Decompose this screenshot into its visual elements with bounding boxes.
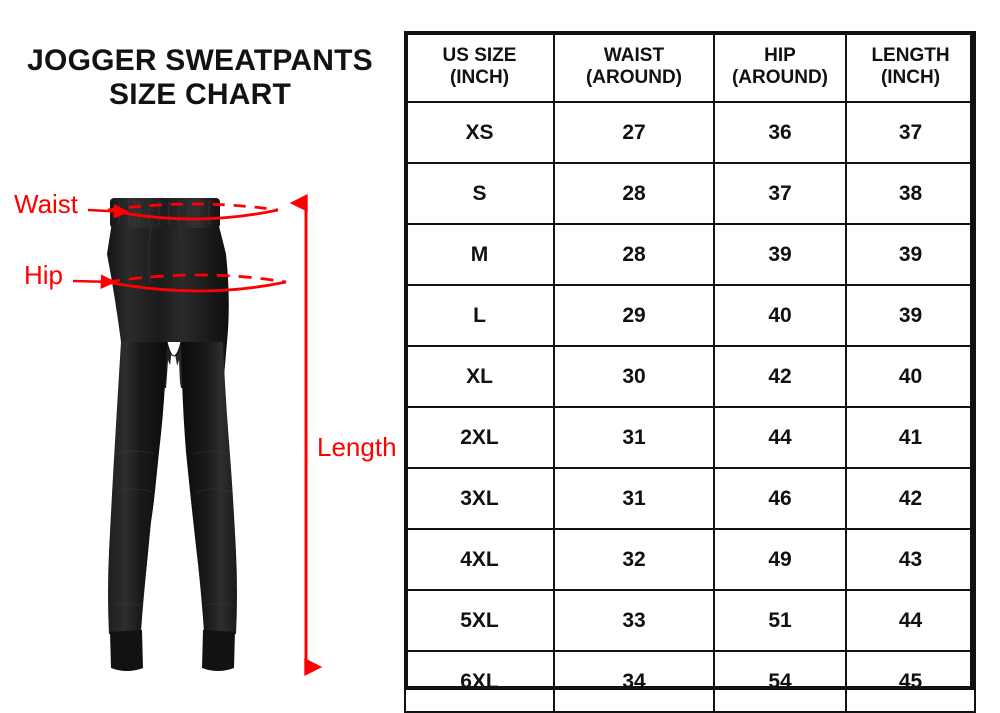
pants-left-leg <box>108 342 167 634</box>
hip-ellipse-front <box>106 280 287 293</box>
table-header-row: US SIZE (INCH) WAIST (AROUND) HIP (AROUN… <box>404 31 976 103</box>
column-header-us-size-line2: (INCH) <box>449 67 510 88</box>
table-row: L 29 40 39 <box>404 284 976 347</box>
cell-hip: 51 <box>713 589 847 652</box>
column-header-length-line2: (INCH) <box>880 67 941 88</box>
sweatpants-graphic <box>107 198 237 671</box>
cell-waist: 34 <box>553 650 715 713</box>
table-row: M 28 39 39 <box>404 223 976 286</box>
length-annotation-label: Length <box>317 432 397 462</box>
cell-length: 37 <box>845 101 976 164</box>
cell-hip: 49 <box>713 528 847 591</box>
table-row: 5XL 33 51 44 <box>404 589 976 652</box>
fabric-folds <box>112 450 235 607</box>
table-row: 3XL 31 46 42 <box>404 467 976 530</box>
length-measure-marker <box>289 194 323 676</box>
column-header-length-line1: LENGTH <box>871 44 950 66</box>
column-header-hip-line2: (AROUND) <box>731 67 829 88</box>
drawstring-left <box>147 225 153 285</box>
cell-size: 4XL <box>404 528 555 591</box>
column-header-us-size-line1: US SIZE <box>442 44 517 66</box>
cell-hip: 46 <box>713 467 847 530</box>
column-header-us-size: US SIZE (INCH) <box>404 31 555 103</box>
cell-hip: 39 <box>713 223 847 286</box>
column-header-length: LENGTH (INCH) <box>845 31 976 103</box>
cell-length: 45 <box>845 650 976 713</box>
column-header-hip: HIP (AROUND) <box>713 31 847 103</box>
waist-annotation-label: Waist <box>14 189 79 219</box>
waist-ellipse-front <box>107 208 279 221</box>
cell-length: 39 <box>845 223 976 286</box>
waist-ellipse-back <box>107 202 279 212</box>
column-header-waist-line1: WAIST <box>603 44 665 66</box>
column-header-hip-line1: HIP <box>764 44 796 66</box>
cell-size: 2XL <box>404 406 555 469</box>
hip-ellipse-back <box>106 273 287 284</box>
cell-waist: 29 <box>553 284 715 347</box>
cell-hip: 54 <box>713 650 847 713</box>
hip-measure-marker <box>72 273 287 293</box>
table-row: S 28 37 38 <box>404 162 976 225</box>
cell-waist: 31 <box>553 467 715 530</box>
cell-waist: 30 <box>553 345 715 408</box>
cell-waist: 33 <box>553 589 715 652</box>
hip-annotation-label: Hip <box>24 260 64 290</box>
pants-left-cuff <box>110 630 143 671</box>
cell-waist: 27 <box>553 101 715 164</box>
table-header: US SIZE (INCH) WAIST (AROUND) HIP (AROUN… <box>404 31 976 103</box>
inner-leg-gap <box>142 360 203 630</box>
cell-waist: 28 <box>553 223 715 286</box>
page-title: JOGGER SWEATPANTS SIZE CHART <box>0 44 400 112</box>
cell-hip: 37 <box>713 162 847 225</box>
cell-length: 42 <box>845 467 976 530</box>
cell-size: M <box>404 223 555 286</box>
cell-length: 38 <box>845 162 976 225</box>
cell-size: 5XL <box>404 589 555 652</box>
cell-size: 3XL <box>404 467 555 530</box>
table-row: 6XL 34 54 45 <box>404 650 976 713</box>
cell-size: S <box>404 162 555 225</box>
size-chart-table-container: US SIZE (INCH) WAIST (AROUND) HIP (AROUN… <box>404 31 976 713</box>
cell-hip: 44 <box>713 406 847 469</box>
cell-length: 40 <box>845 345 976 408</box>
column-header-waist-line2: (AROUND) <box>585 67 683 88</box>
page-title-line-1: JOGGER SWEATPANTS <box>27 44 373 77</box>
cell-size: L <box>404 284 555 347</box>
cell-size: 6XL <box>404 650 555 713</box>
cell-length: 41 <box>845 406 976 469</box>
cell-waist: 31 <box>553 406 715 469</box>
drawstring-right <box>177 225 183 289</box>
cell-length: 43 <box>845 528 976 591</box>
waist-measure-marker <box>87 202 279 221</box>
table-row: XS 27 36 37 <box>404 101 976 164</box>
cell-hip: 40 <box>713 284 847 347</box>
cell-hip: 36 <box>713 101 847 164</box>
cell-waist: 28 <box>553 162 715 225</box>
size-chart-table: US SIZE (INCH) WAIST (AROUND) HIP (AROUN… <box>404 31 976 713</box>
cell-waist: 32 <box>553 528 715 591</box>
cell-size: XS <box>404 101 555 164</box>
column-header-waist: WAIST (AROUND) <box>553 31 715 103</box>
jogger-sweatpants-illustration <box>55 192 295 678</box>
table-row: 2XL 31 44 41 <box>404 406 976 469</box>
cell-hip: 42 <box>713 345 847 408</box>
table-body: XS 27 36 37 S 28 37 38 M 28 39 39 L 29 4… <box>404 101 976 713</box>
cell-length: 39 <box>845 284 976 347</box>
table-row: XL 30 42 40 <box>404 345 976 408</box>
table-row: 4XL 32 49 43 <box>404 528 976 591</box>
page-title-line-2: SIZE CHART <box>109 78 291 112</box>
illustration-panel: JOGGER SWEATPANTS SIZE CHART <box>0 0 400 705</box>
cell-size: XL <box>404 345 555 408</box>
crotch-outline <box>166 341 182 357</box>
cell-length: 44 <box>845 589 976 652</box>
pants-right-leg <box>181 342 237 634</box>
pants-right-cuff <box>202 630 235 671</box>
